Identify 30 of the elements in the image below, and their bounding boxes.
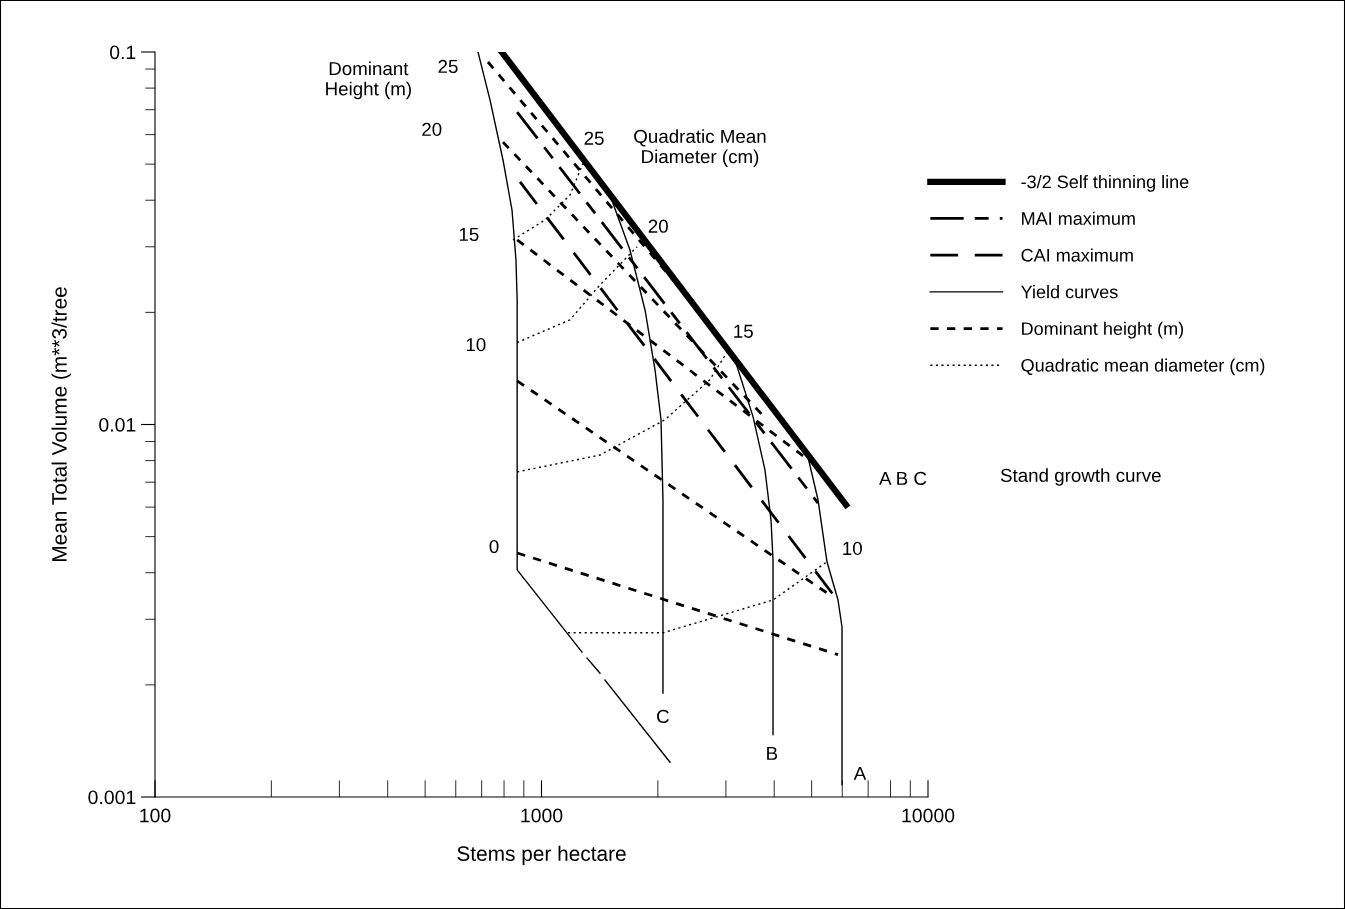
annotation: 10 — [466, 338, 486, 352]
y-tick-label: 0.1 — [109, 45, 136, 60]
annotation: 25 — [438, 59, 458, 74]
annotation: 15 — [734, 324, 753, 338]
legend-label: Yield curves — [1020, 285, 1118, 299]
y-tick-label: 0.001 — [88, 790, 136, 805]
annotation: 10 — [843, 541, 862, 556]
legend-label: Quadratic mean diameter (cm) — [1021, 358, 1265, 376]
annotation: 20 — [648, 219, 668, 233]
annotation: C — [657, 709, 669, 724]
annotation: 0 — [489, 539, 499, 554]
x-tick-label: 100 — [140, 808, 171, 823]
legend-label: Dominant height (m) — [1022, 321, 1184, 339]
annotation: Quadratic Mean Diameter (cm) — [634, 129, 766, 167]
annotation: A — [853, 766, 867, 780]
text: Stand growth curve — [1000, 468, 1161, 486]
legend-label: -3/2 Self thinning line — [1021, 175, 1189, 192]
x-tick-label: 1000 — [521, 808, 563, 823]
annotation: 20 — [422, 122, 442, 136]
legend-label: CAI maximum — [1021, 248, 1133, 262]
annotation: 25 — [584, 131, 604, 145]
legend-label: MAI maximum — [1022, 211, 1135, 225]
annotation: B — [767, 746, 778, 760]
x-axis-title: Stems per hectare — [457, 845, 626, 866]
y-tick-label: 0.01 — [99, 417, 136, 432]
annotation: 15 — [459, 227, 479, 242]
annotation: Dominant Height (m) — [326, 61, 411, 100]
annotation: A B C — [879, 471, 927, 486]
y-axis-title: Mean Total Volume (m**3/tree — [51, 287, 71, 561]
x-tick-label: 10000 — [902, 808, 955, 823]
